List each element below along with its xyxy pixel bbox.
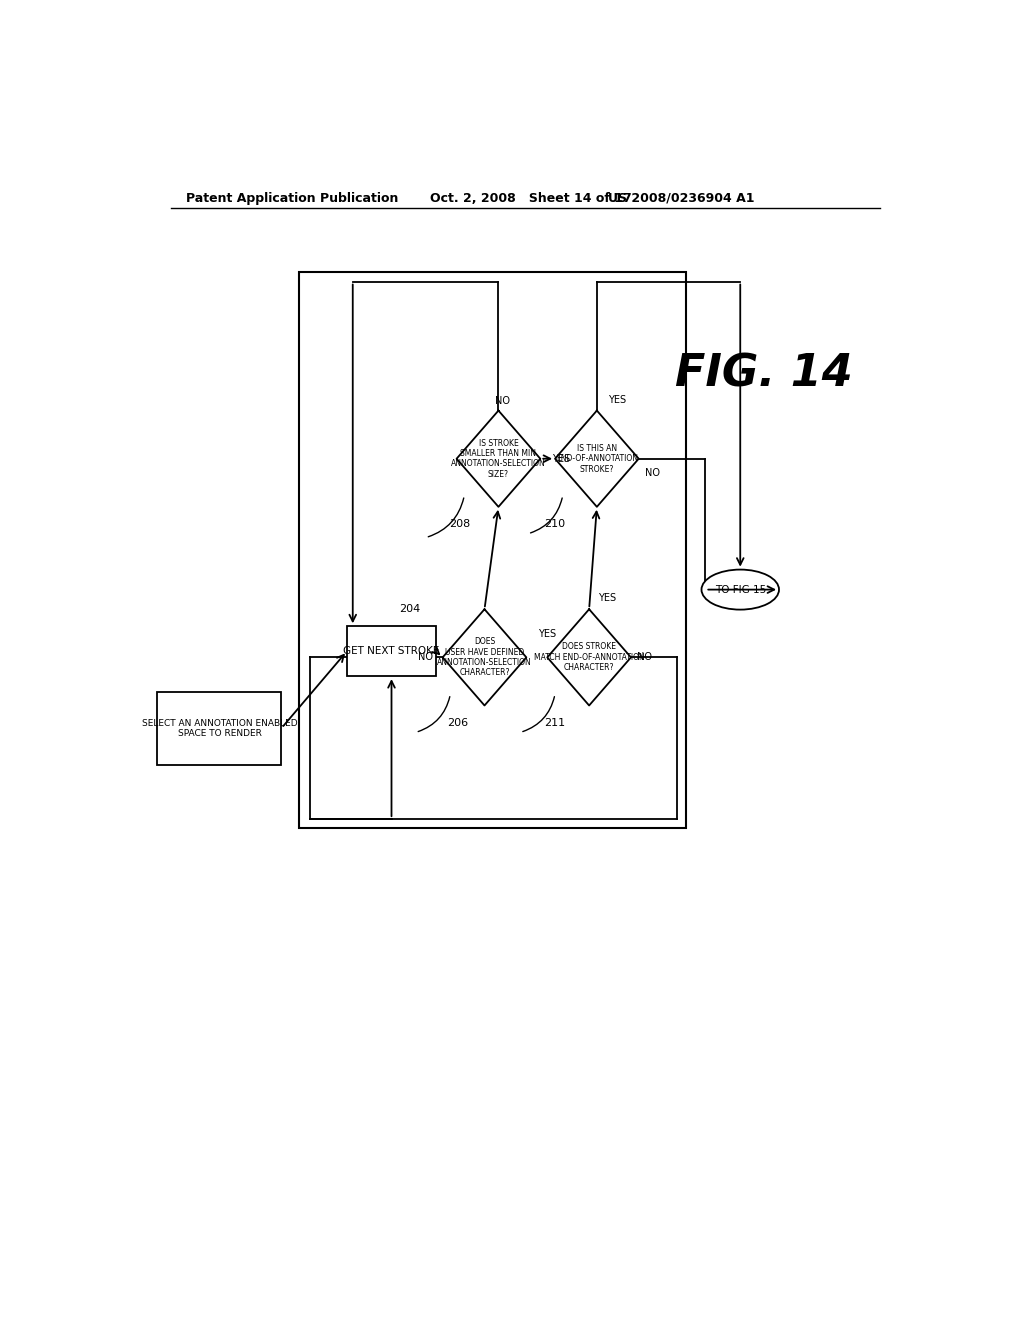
Text: 204: 204 [399, 603, 421, 614]
Text: Oct. 2, 2008   Sheet 14 of 17: Oct. 2, 2008 Sheet 14 of 17 [430, 191, 632, 205]
Ellipse shape [701, 570, 779, 610]
Text: SELECT AN ANNOTATION ENABLED
SPACE TO RENDER: SELECT AN ANNOTATION ENABLED SPACE TO RE… [141, 718, 297, 738]
Text: TO FIG 15: TO FIG 15 [715, 585, 766, 594]
Text: 210: 210 [544, 519, 565, 529]
FancyBboxPatch shape [347, 626, 436, 676]
Text: IS THIS AN
END-OF-ANNOTATION
STROKE?: IS THIS AN END-OF-ANNOTATION STROKE? [556, 444, 638, 474]
Polygon shape [555, 411, 639, 507]
Text: YES: YES [598, 594, 616, 603]
Text: US 2008/0236904 A1: US 2008/0236904 A1 [608, 191, 755, 205]
Polygon shape [547, 610, 631, 705]
Text: DOES
USER HAVE DEFINED
ANNOTATION-SELECTION
CHARACTER?: DOES USER HAVE DEFINED ANNOTATION-SELECT… [437, 638, 531, 677]
Text: FIG. 14: FIG. 14 [675, 352, 852, 396]
Text: 208: 208 [450, 519, 470, 529]
Text: YES: YES [538, 630, 556, 639]
Text: YES: YES [552, 454, 570, 463]
Text: NO: NO [495, 396, 510, 407]
Text: GET NEXT STROKE: GET NEXT STROKE [343, 647, 439, 656]
Text: IS STROKE
SMALLER THAN MIN
ANNOTATION-SELECTION
SIZE?: IS STROKE SMALLER THAN MIN ANNOTATION-SE… [452, 438, 546, 479]
Text: 206: 206 [446, 718, 468, 727]
Text: Patent Application Publication: Patent Application Publication [186, 191, 398, 205]
Text: DOES STROKE
MATCH END-OF-ANNOTATION
CHARACTER?: DOES STROKE MATCH END-OF-ANNOTATION CHAR… [534, 643, 644, 672]
Polygon shape [442, 610, 526, 705]
Text: NO: NO [419, 652, 433, 663]
FancyBboxPatch shape [158, 692, 282, 764]
Text: 211: 211 [544, 718, 565, 727]
Text: NO: NO [645, 467, 659, 478]
Text: YES: YES [608, 395, 627, 405]
Polygon shape [457, 411, 541, 507]
Text: NO: NO [637, 652, 652, 663]
